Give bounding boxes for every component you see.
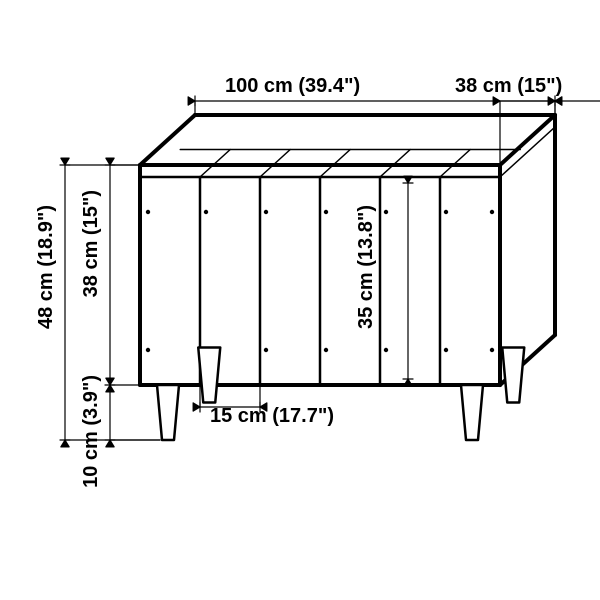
dimension-drawing: 100 cm (39.4") 38 cm (15") 15 cm (17.7")… — [0, 0, 600, 600]
label-h38: 38 cm (15") — [80, 190, 103, 297]
label-width: 100 cm (39.4") — [225, 75, 360, 98]
label-h48: 48 cm (18.9") — [35, 205, 58, 329]
label-slot: 15 cm (17.7") — [210, 405, 334, 428]
label-h10: 10 cm (3.9") — [80, 375, 103, 488]
label-h35: 35 cm (13.8") — [355, 205, 378, 329]
label-depth: 38 cm (15") — [455, 75, 562, 98]
